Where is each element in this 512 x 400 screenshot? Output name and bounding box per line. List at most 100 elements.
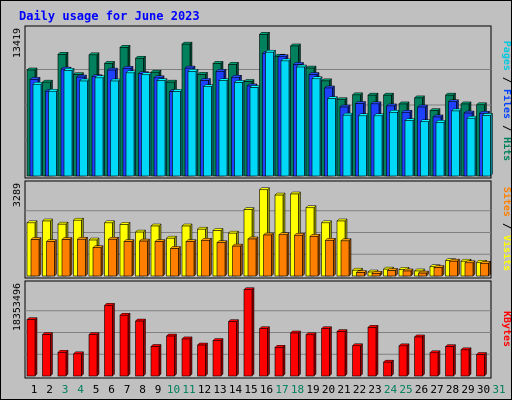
x-tick-label-day-24: 24 — [384, 383, 398, 396]
x-tick-label-day-12: 12 — [198, 383, 211, 396]
bar-pages-day-9 — [156, 78, 168, 177]
bar-pages-day-6 — [109, 78, 122, 177]
bar-kbytes-day-20 — [320, 326, 333, 377]
bar-sites-day-10 — [169, 245, 182, 277]
panel-visits-sites-legend: Sites / Visits — [501, 187, 511, 271]
bar-pages-day-14 — [233, 79, 246, 177]
x-tick-label-day-23: 23 — [368, 383, 381, 396]
x-tick-label-day-3: 3 — [62, 383, 69, 396]
bar-kbytes-day-27 — [429, 350, 441, 377]
bar-pages-day-4 — [78, 78, 91, 177]
x-tick-label-day-18: 18 — [291, 383, 304, 396]
legend-entry: Visits — [501, 235, 511, 271]
x-tick-label-day-22: 22 — [353, 383, 366, 396]
x-tick-label-day-8: 8 — [139, 383, 146, 396]
bar-kbytes-day-6 — [103, 302, 116, 377]
x-tick-label-day-21: 21 — [337, 383, 350, 396]
bar-sites-day-15 — [247, 236, 259, 277]
bar-pages-day-21 — [342, 112, 354, 177]
bar-pages-day-26 — [419, 119, 432, 177]
bar-pages-day-15 — [249, 84, 261, 177]
bar-pages-day-16 — [264, 49, 277, 177]
bar-kbytes-day-8 — [134, 318, 147, 377]
bar-kbytes-day-7 — [119, 312, 131, 377]
bar-sites-day-27 — [433, 264, 445, 277]
panel-kbytes-legend: KBytes — [501, 311, 511, 347]
bar-kbytes-day-10 — [165, 333, 178, 377]
legend-entry: Files — [501, 89, 511, 119]
bar-sites-day-18 — [293, 232, 306, 277]
bar-sites-day-3 — [61, 236, 73, 277]
bar-kbytes-day-30 — [475, 351, 488, 377]
bar-kbytes-day-13 — [212, 337, 224, 377]
bar-sites-day-24 — [386, 267, 399, 277]
x-tick-label-day-6: 6 — [108, 383, 115, 396]
bar-kbytes-day-17 — [274, 344, 286, 377]
panel-hits-files-pages-legend: Pages / Files / Hits — [501, 41, 511, 161]
x-tick-label-day-1: 1 — [31, 383, 38, 396]
bar-sites-day-14 — [231, 243, 244, 277]
x-tick-label-day-13: 13 — [213, 383, 226, 396]
legend-entry: / — [501, 119, 511, 137]
bar-pages-day-20 — [326, 96, 339, 177]
panel-visits-sites-ymax-label: 3289 — [12, 183, 23, 207]
bar-pages-day-17 — [280, 58, 292, 177]
bar-kbytes-day-5 — [88, 331, 100, 377]
legend-entry: Hits — [501, 137, 511, 161]
panel-kbytes-frame — [24, 280, 492, 379]
x-tick-label-day-11: 11 — [182, 383, 195, 396]
x-tick-label-day-4: 4 — [77, 383, 84, 396]
bar-pages-day-28 — [450, 108, 463, 177]
legend-entry: Sites — [501, 187, 511, 217]
bar-pages-day-19 — [311, 76, 323, 177]
bar-pages-day-30 — [481, 112, 494, 177]
bar-sites-day-1 — [30, 236, 42, 277]
bar-pages-day-3 — [63, 67, 75, 177]
bar-kbytes-day-12 — [196, 342, 209, 377]
bar-pages-day-12 — [202, 84, 215, 177]
bar-pages-day-18 — [295, 64, 308, 177]
bar-sites-day-29 — [464, 260, 476, 277]
bar-kbytes-day-22 — [351, 343, 364, 377]
bar-sites-day-23 — [371, 270, 383, 277]
legend-entry: Pages — [501, 41, 511, 71]
x-tick-label-day-10: 10 — [167, 383, 180, 396]
x-tick-label-day-5: 5 — [93, 383, 100, 396]
bar-sites-day-4 — [76, 236, 89, 277]
bar-sites-day-12 — [200, 237, 213, 277]
bar-pages-day-8 — [140, 72, 153, 177]
bar-kbytes-day-3 — [57, 349, 69, 377]
bar-kbytes-day-19 — [305, 332, 317, 377]
bar-sites-day-30 — [479, 260, 492, 277]
bar-sites-day-21 — [340, 238, 352, 277]
legend-entry: / — [501, 217, 511, 235]
bar-pages-day-23 — [373, 113, 385, 177]
bar-sites-day-7 — [123, 239, 135, 277]
bar-kbytes-day-24 — [382, 359, 395, 377]
x-tick-label-day-27: 27 — [430, 383, 443, 396]
bar-pages-day-13 — [218, 78, 230, 177]
bar-kbytes-day-14 — [227, 319, 240, 377]
bar-pages-day-5 — [94, 75, 106, 177]
bar-kbytes-day-11 — [181, 336, 193, 377]
bar-pages-day-27 — [435, 119, 447, 177]
bar-pages-day-22 — [357, 113, 370, 177]
chart-title: Daily usage for June 2023 — [19, 9, 200, 23]
bar-kbytes-day-21 — [336, 328, 348, 377]
x-tick-label-day-29: 29 — [461, 383, 474, 396]
bar-pages-day-10 — [171, 88, 184, 177]
bar-sites-day-20 — [324, 237, 337, 277]
bar-kbytes-day-16 — [258, 326, 271, 377]
bar-kbytes-day-25 — [398, 343, 410, 377]
legend-entry: KBytes — [501, 311, 511, 347]
bar-kbytes-day-28 — [444, 344, 457, 377]
bar-kbytes-day-2 — [41, 331, 54, 377]
panel-kbytes-ymax-label: 18353496 — [12, 283, 23, 331]
x-tick-label-day-20: 20 — [322, 383, 335, 396]
bar-kbytes-day-26 — [413, 334, 426, 377]
bar-sites-day-8 — [138, 238, 151, 277]
bar-pages-day-7 — [125, 70, 137, 177]
x-tick-label-day-16: 16 — [260, 383, 273, 396]
